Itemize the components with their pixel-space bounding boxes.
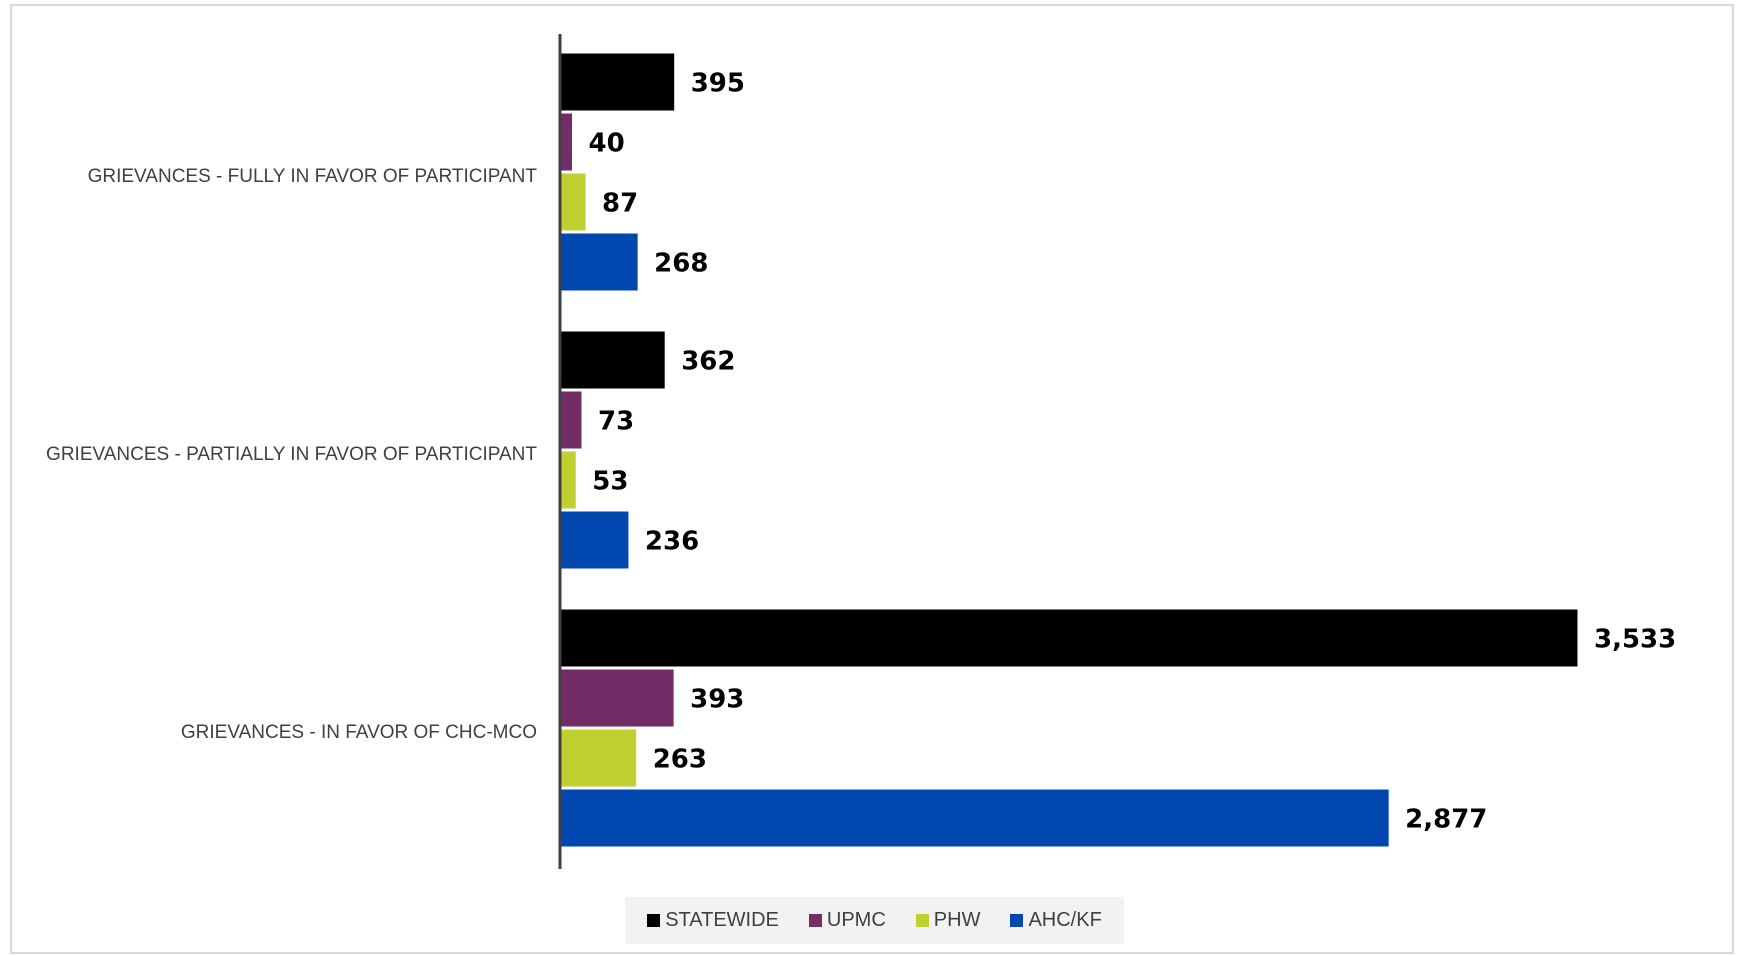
data-label-upmc: 40 (589, 129, 625, 159)
bar-statewide (560, 52, 676, 112)
legend-swatch-statewide (647, 914, 661, 927)
data-label-statewide: 395 (691, 69, 745, 99)
bar-phw (560, 728, 638, 788)
data-label-phw: 263 (653, 745, 707, 775)
bar-upmc (560, 668, 675, 728)
bar-phw (560, 450, 577, 510)
bar-upmc (560, 390, 583, 450)
legend-item-phw: PHW (915, 909, 981, 932)
legend-swatch-upmc (808, 914, 822, 927)
bar-upmc (560, 112, 574, 172)
data-label-ahc-kf: 2,877 (1405, 805, 1487, 835)
data-label-phw: 53 (592, 467, 628, 497)
bar-phw (560, 172, 587, 232)
data-label-ahc-kf: 268 (654, 249, 708, 279)
bar-ahc-kf (560, 232, 639, 292)
legend-item-ahc-kf: AHC/KF (1010, 909, 1102, 932)
data-label-ahc-kf: 236 (645, 527, 699, 557)
category-label: GRIEVANCES - PARTIALLY IN FAVOR OF PARTI… (46, 444, 537, 465)
data-label-upmc: 393 (690, 685, 744, 715)
data-label-phw: 87 (602, 189, 638, 219)
bar-statewide (560, 330, 666, 390)
bars (560, 52, 1579, 848)
legend-label-phw: PHW (933, 909, 981, 931)
bar-ahc-kf (560, 510, 630, 570)
legend-item-statewide: STATEWIDE (647, 909, 779, 932)
legend-swatch-phw (915, 914, 929, 927)
bar-ahc-kf (560, 788, 1390, 848)
legend-swatch-ahc-kf (1010, 914, 1024, 927)
legend-label-upmc: UPMC (826, 909, 886, 931)
legend-label-statewide: STATEWIDE (665, 909, 779, 931)
data-label-upmc: 73 (598, 407, 634, 437)
category-label: GRIEVANCES - FULLY IN FAVOR OF PARTICIPA… (88, 166, 538, 187)
bar-statewide (560, 608, 1579, 668)
legend-item-upmc: UPMC (808, 909, 886, 932)
category-labels: GRIEVANCES - FULLY IN FAVOR OF PARTICIPA… (46, 166, 537, 743)
value-labels: 395 40 87 268 362 73 53 236 3,533 393 263 2,877 (589, 69, 1677, 835)
legend: STATEWIDE UPMC PHW AHC/KF (625, 897, 1124, 944)
data-label-statewide: 362 (681, 347, 735, 377)
legend-label-ahc-kf: AHC/KF (1028, 909, 1102, 931)
category-label: GRIEVANCES - IN FAVOR OF CHC-MCO (181, 722, 537, 743)
data-label-statewide: 3,533 (1594, 625, 1676, 655)
